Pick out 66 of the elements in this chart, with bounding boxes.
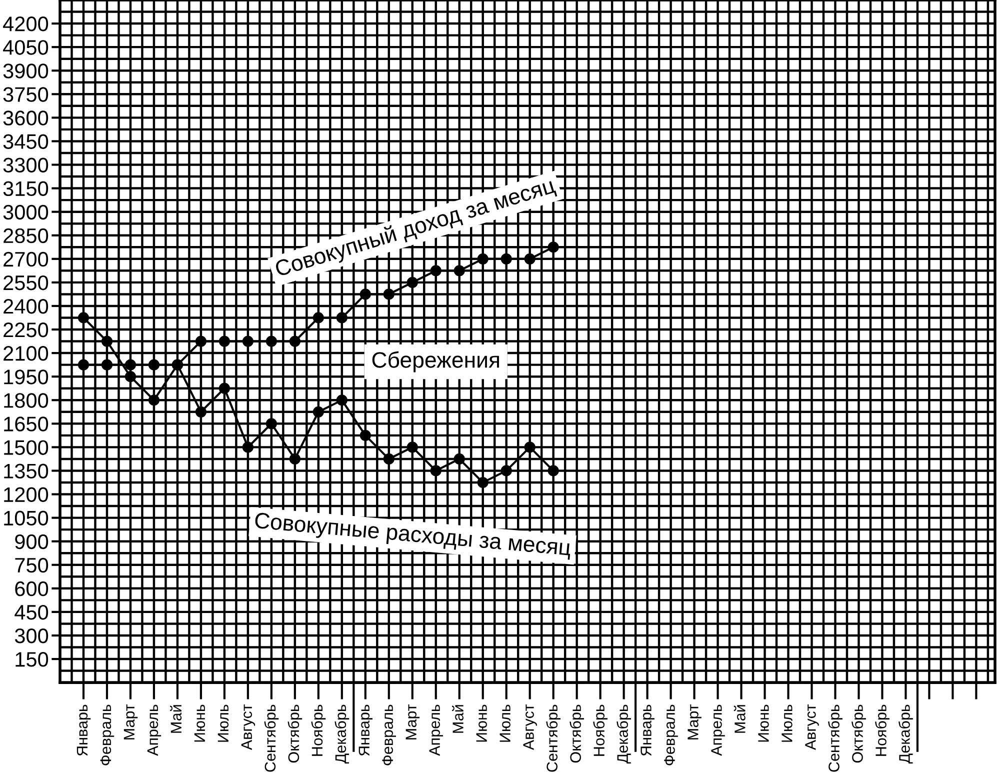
y-tick-label: 600	[15, 581, 48, 596]
series-label: Совокупные расходы за месяц	[254, 512, 572, 560]
y-tick-label: 1050	[4, 510, 48, 526]
x-tick-label: Март	[124, 704, 138, 740]
x-tick-label: Январь	[640, 704, 654, 756]
y-tick-label: 3150	[3, 181, 48, 196]
x-tick-label: Октябрь	[570, 704, 584, 763]
y-tick-label: 3450	[3, 134, 48, 149]
x-tick-label: Сентябрь	[546, 704, 561, 772]
x-tick-label: Май	[734, 705, 746, 733]
y-tick-label: 2400	[4, 298, 48, 314]
x-tick-label: Декабрь	[616, 704, 632, 764]
y-tick-label: 3600	[3, 110, 48, 126]
y-tick-label: 150	[16, 652, 48, 667]
y-tick-label: 1950	[4, 370, 48, 384]
x-tick-label: Июнь	[476, 704, 487, 742]
y-tick-label: 2550	[4, 275, 48, 290]
y-tick-label: 4050	[3, 40, 48, 55]
y-tick-label: 2100	[4, 346, 48, 361]
y-tick-label: 2700	[4, 252, 48, 267]
x-tick-label: Январь	[76, 704, 91, 756]
x-tick-label: Февраль	[382, 704, 396, 766]
x-tick-label: Декабрь	[898, 704, 913, 764]
x-tick-label: Ноябрь	[875, 704, 890, 756]
y-tick-label: 3900	[3, 64, 48, 78]
y-tick-label: 1500	[4, 440, 48, 455]
x-tick-label: Август	[805, 704, 819, 750]
y-tick-label: 4200	[3, 16, 48, 32]
y-tick-label: 2250	[4, 322, 48, 338]
x-tick-label: Май	[170, 705, 182, 733]
y-tick-label: 300	[14, 628, 48, 644]
annotation: Сбережения	[372, 351, 499, 372]
x-tick-label: Январь	[358, 704, 373, 756]
x-tick-label: Июль	[218, 704, 229, 742]
y-tick-label: 1650	[4, 416, 48, 432]
x-tick-label: Март	[688, 704, 702, 740]
x-tick-label: Февраль	[100, 704, 114, 766]
y-tick-label: 3300	[3, 158, 48, 173]
x-tick-label: Июнь	[194, 704, 206, 742]
y-tick-label: 450	[14, 604, 48, 620]
x-tick-label: Март	[406, 704, 420, 740]
x-tick-label: Май	[452, 705, 464, 733]
x-tick-label: Апрель	[429, 704, 443, 756]
y-tick-label: 2850	[4, 228, 48, 244]
x-tick-label: Апрель	[711, 704, 725, 756]
x-tick-label: Октябрь	[852, 704, 866, 763]
y-tick-label: 3000	[3, 204, 48, 220]
y-tick-label: 3750	[3, 87, 48, 102]
y-tick-label: 750	[15, 558, 48, 573]
x-tick-label: Февраль	[664, 704, 678, 766]
y-tick-label: 1200	[4, 487, 48, 502]
y-tick-label: 1800	[4, 393, 48, 408]
x-tick-label: Июнь	[758, 704, 769, 742]
x-tick-label: Сентябрь	[828, 704, 842, 772]
x-tick-label: Июль	[500, 704, 510, 742]
y-tick-label: 1350	[4, 464, 48, 478]
x-tick-label: Ноябрь	[311, 704, 326, 756]
x-tick-label: Декабрь	[334, 704, 350, 764]
x-tick-label: Август	[523, 704, 537, 750]
x-tick-label: Сентябрь	[264, 704, 279, 772]
x-tick-label: Август	[241, 704, 256, 750]
x-tick-label: Октябрь	[288, 704, 302, 763]
x-tick-label: Апрель	[147, 704, 162, 756]
y-tick-label: 900	[15, 534, 48, 550]
x-tick-label: Июль	[782, 704, 792, 742]
x-tick-label: Ноябрь	[593, 704, 608, 756]
